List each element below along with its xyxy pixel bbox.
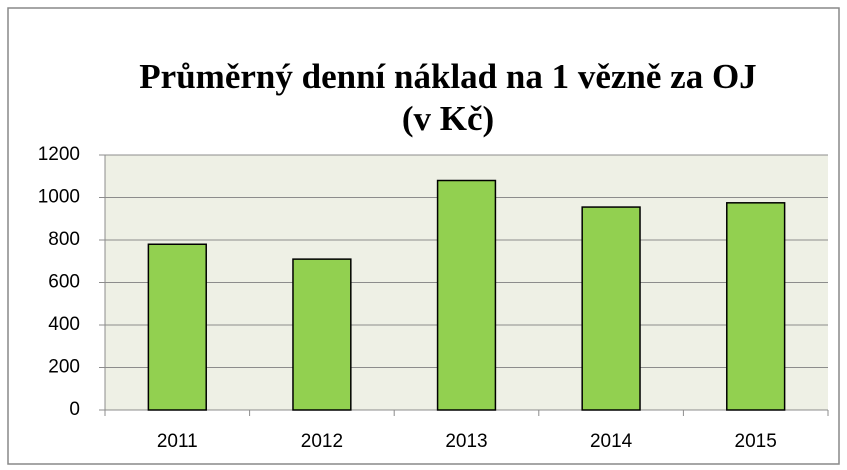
bar [581,206,641,411]
x-tick-label: 2011 [157,431,198,452]
y-tick-label: 1000 [38,187,80,208]
bar [147,243,207,411]
x-tick-label: 2014 [590,431,633,452]
chart-title: Průměrný denní náklad na 1 vězně za OJ [139,57,756,96]
x-tick-label: 2015 [735,431,777,452]
y-tick-label: 600 [48,272,80,293]
bar [436,179,497,411]
y-tick-label: 0 [69,399,80,420]
x-tick-label: 2012 [301,431,343,452]
bar [292,258,352,411]
y-tick-label: 200 [48,357,80,378]
bar [726,202,786,411]
x-tick-label: 2013 [445,431,487,452]
y-tick-label: 1200 [38,144,80,165]
y-tick-label: 400 [48,314,80,335]
y-tick-label: 800 [48,229,80,250]
chart-title: (v Kč) [402,99,494,138]
